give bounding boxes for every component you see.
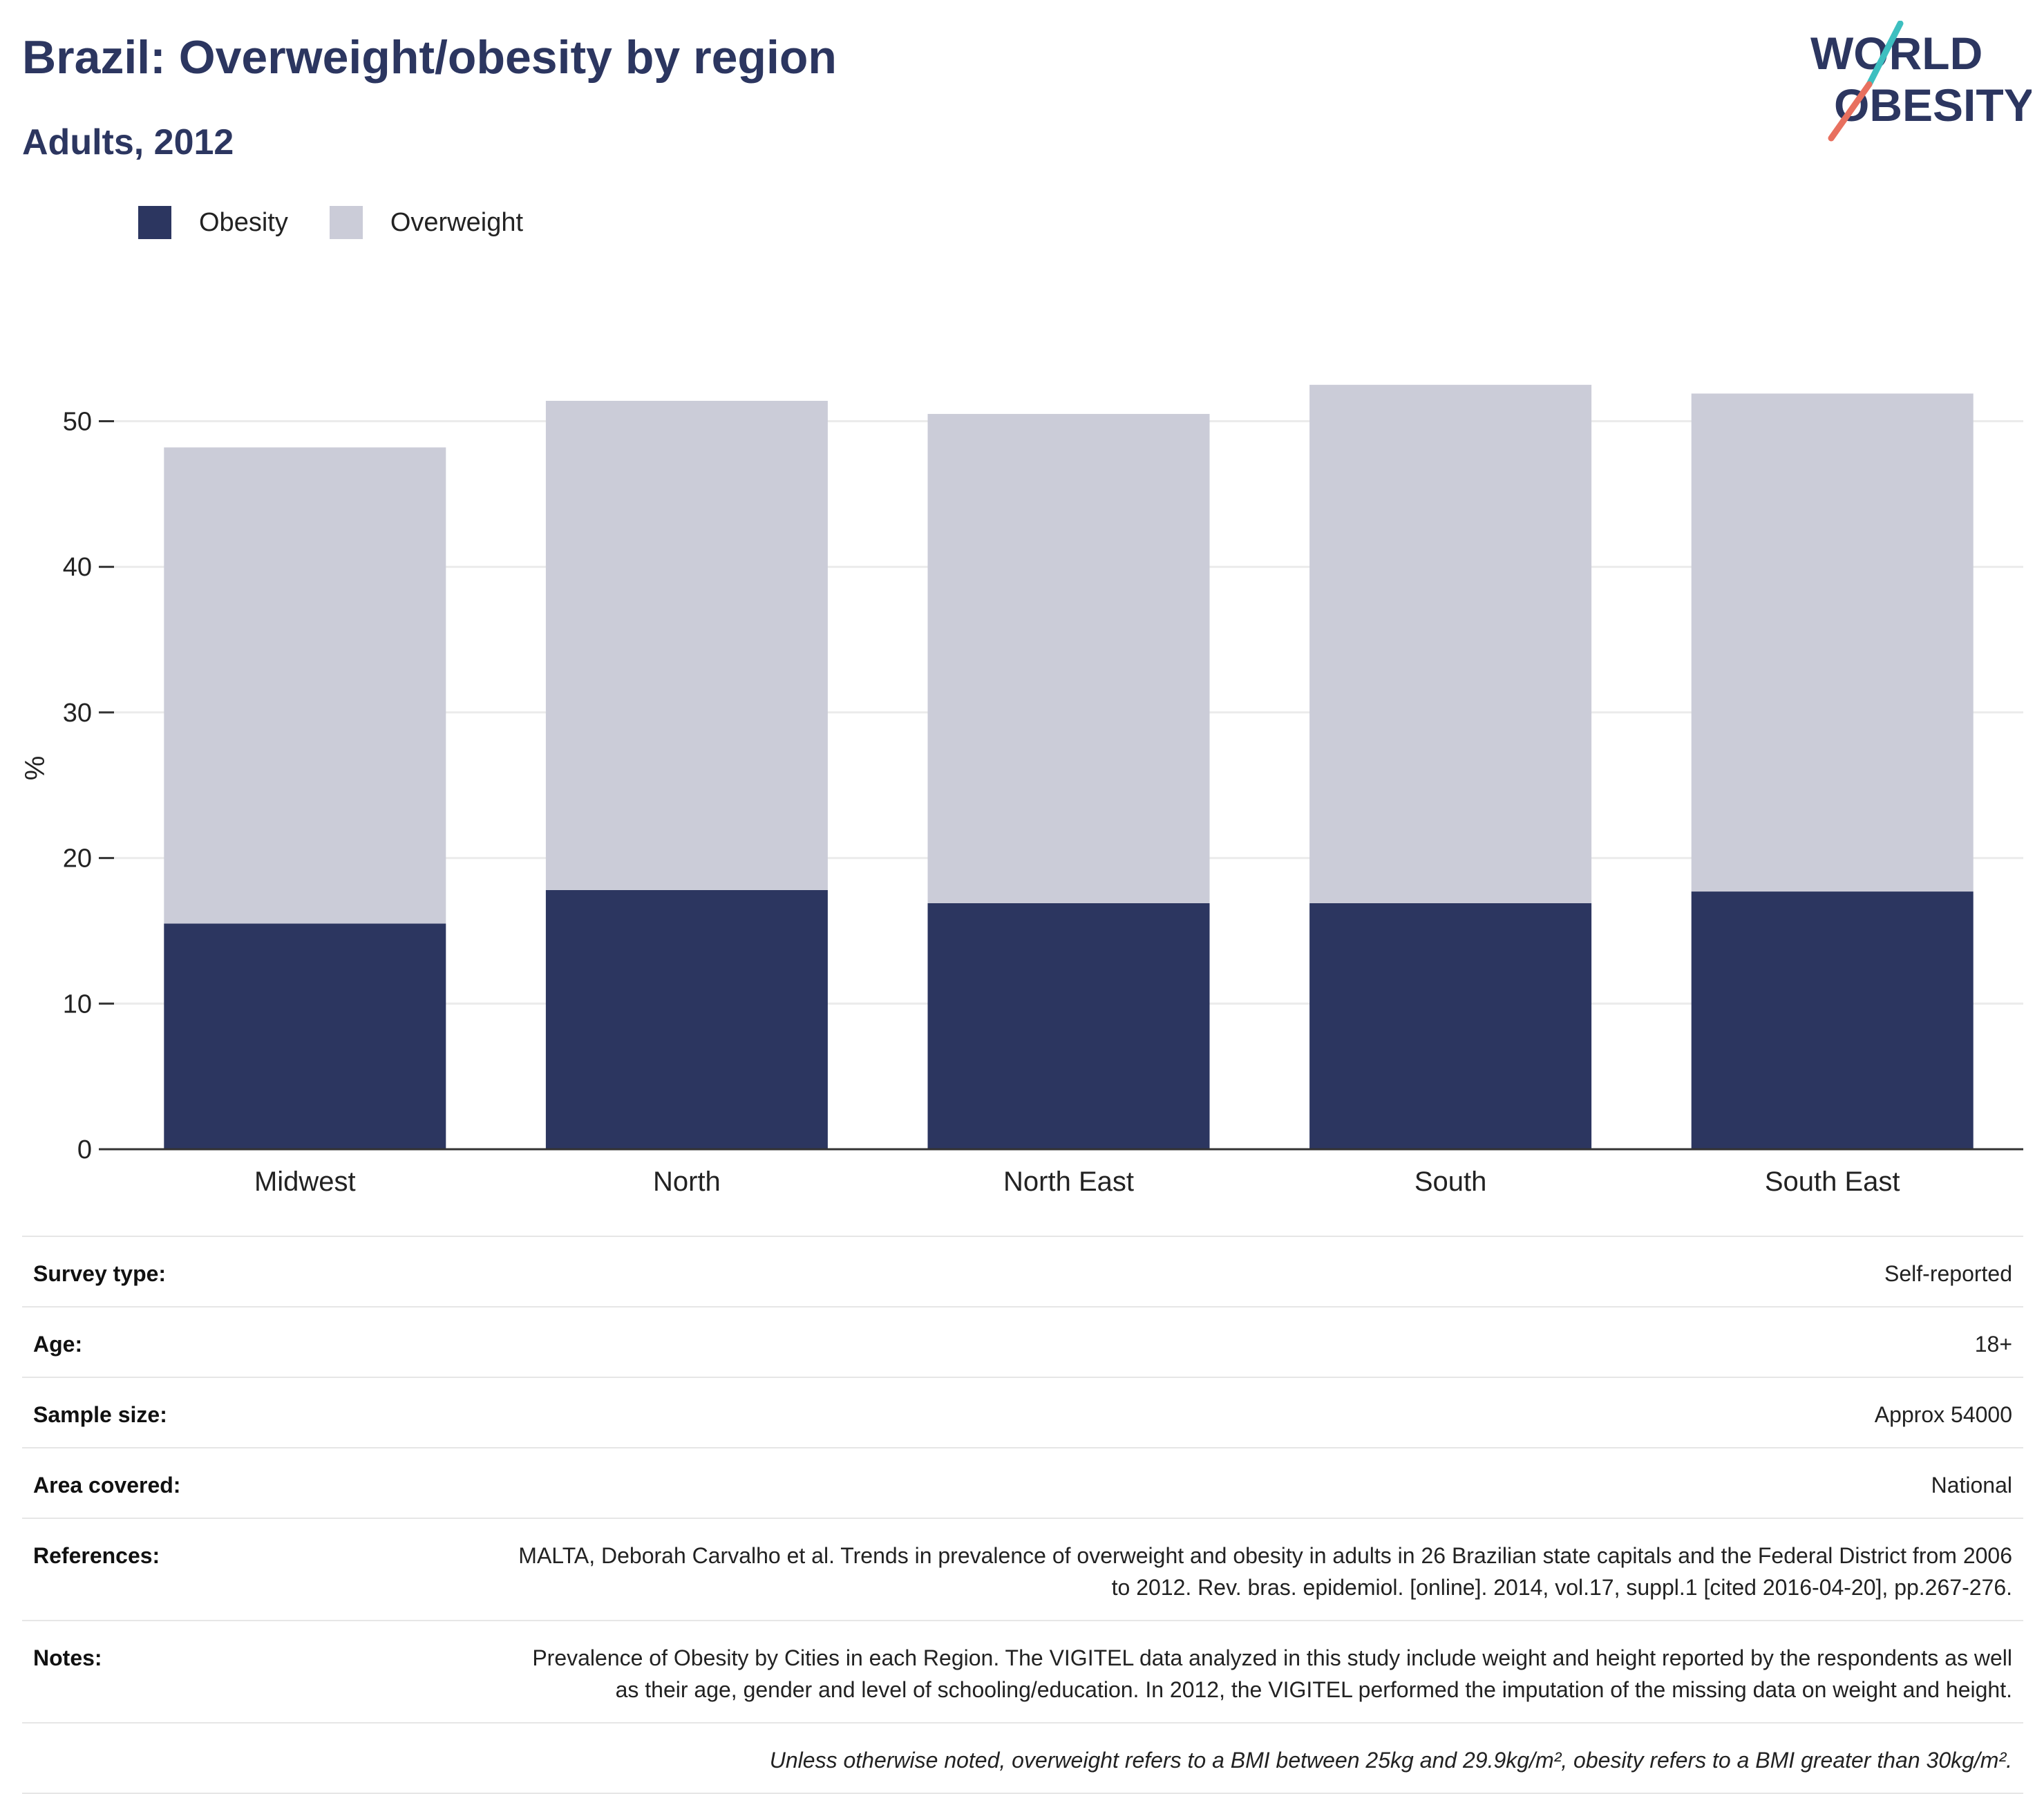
info-row-references: References: MALTA, Deborah Carvalho et a… [22,1518,2023,1620]
info-row-area-covered: Area covered: National [22,1447,2023,1518]
info-value: Prevalence of Obesity by Cities in each … [532,1645,2012,1702]
info-value: 18+ [1974,1332,2012,1357]
y-tick-label: 30 [63,699,92,728]
y-tick-label: 40 [63,553,92,582]
legend-item-obesity[interactable]: Obesity [138,206,288,239]
bar-obesity-north-east [927,903,1210,1149]
legend-label-overweight: Overweight [390,207,524,237]
x-tick-label: Midwest [254,1167,356,1197]
info-value: MALTA, Deborah Carvalho et al. Trends in… [518,1543,2012,1600]
survey-info-table: Survey type: Self-reported Age: 18+ Samp… [22,1236,2023,1794]
stacked-bar-chart: 0 10 20 30 40 50% Midwest North North East South S… [20,384,2023,1197]
logo-slash-teal [1866,21,1904,88]
logo-slash-coral [1828,81,1873,142]
x-tick-label: North East [1003,1167,1134,1197]
info-label: Survey type: [33,1261,167,1286]
info-label: Age: [33,1332,83,1357]
x-tick-label: South East [1765,1167,1900,1197]
y-axis-label: % [20,756,50,781]
bar-obesity-south-east [1691,891,1974,1149]
bar-obesity-south [1309,903,1592,1149]
x-tick-label: South [1414,1167,1487,1197]
info-row-notes: Notes: Prevalence of Obesity by Cities i… [22,1620,2023,1722]
legend-swatch-obesity [138,206,171,239]
info-label: Notes: [33,1645,102,1670]
info-row-sample-size: Sample size: Approx 54000 [22,1377,2023,1447]
y-tick-label: 0 [77,1135,92,1164]
y-tick-label: 50 [63,408,92,437]
bmi-footnote-row: Unless otherwise noted, overweight refer… [22,1722,2023,1793]
bar-overweight-midwest [164,447,446,924]
legend-label-obesity: Obesity [199,207,288,237]
chart-legend: Obesity Overweight [138,206,565,239]
chart-subtitle: Adults, 2012 [22,122,234,162]
y-tick-label: 10 [63,990,92,1019]
world-obesity-logo: WORLD OBESITY [1810,21,2032,142]
info-row-survey-type: Survey type: Self-reported [22,1236,2023,1306]
info-value: Self-reported [1884,1261,2012,1286]
info-label: Sample size: [33,1402,167,1427]
x-tick-label: North [653,1167,721,1197]
info-label: References: [33,1543,160,1568]
bar-overweight-south [1309,384,1592,903]
legend-swatch-overweight [329,206,363,239]
bar-overweight-south-east [1691,393,1974,892]
bar-overweight-north-east [927,413,1210,903]
y-tick-label: 20 [63,844,92,874]
bar-obesity-midwest [164,923,446,1149]
info-row-age: Age: 18+ [22,1306,2023,1377]
info-label: Area covered: [33,1473,181,1498]
bmi-footnote: Unless otherwise noted, overweight refer… [769,1748,2012,1773]
bar-obesity-north [545,889,828,1149]
chart-title: Brazil: Overweight/obesity by region [22,31,837,84]
bar-overweight-north [545,401,828,890]
legend-item-overweight[interactable]: Overweight [329,206,524,239]
info-value: National [1931,1473,2012,1498]
info-value: Approx 54000 [1874,1402,2012,1427]
